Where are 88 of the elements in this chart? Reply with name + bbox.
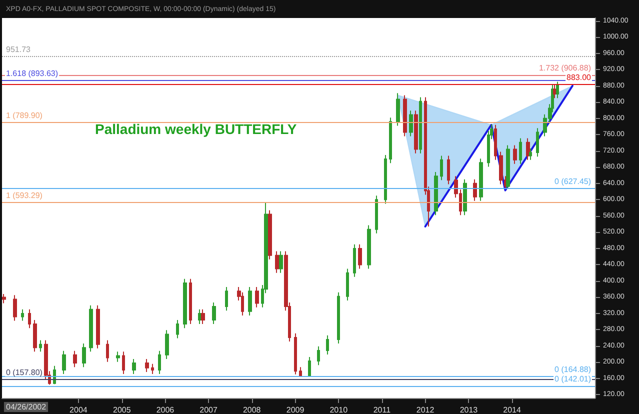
candlestick — [447, 155, 450, 185]
candlestick — [28, 308, 31, 329]
candlestick — [367, 224, 371, 270]
candlestick — [73, 350, 77, 368]
candlestick — [473, 178, 477, 202]
candlestick — [358, 244, 362, 270]
candlestick — [96, 304, 100, 349]
x-tick-label: 2013 — [460, 406, 478, 414]
candlestick — [201, 308, 205, 325]
candlestick — [21, 308, 24, 322]
candlestick — [2, 293, 6, 304]
candlestick — [479, 158, 483, 202]
candlestick — [189, 278, 192, 325]
candlestick — [82, 343, 86, 368]
candlestick — [536, 128, 539, 158]
candlestick — [145, 358, 149, 372]
ref-line-label: 0 (164.88) — [554, 365, 592, 374]
candlestick — [553, 84, 556, 99]
x-tick-label: 2014 — [503, 406, 522, 414]
candlestick — [396, 92, 400, 126]
candlestick — [198, 308, 201, 325]
candlestick — [275, 250, 279, 274]
candlestick — [158, 350, 161, 375]
candlestick — [375, 195, 378, 234]
candlestick — [513, 144, 517, 164]
candlestick — [255, 286, 259, 308]
x-tick-label: 2005 — [112, 406, 132, 414]
candlestick — [529, 148, 532, 160]
candlestick — [346, 268, 349, 301]
candlestick — [419, 96, 422, 154]
ref-line-label: 0 (157.80) — [6, 368, 43, 377]
ref-line-label: 1 (789.90) — [6, 110, 43, 120]
candlestick — [389, 117, 392, 164]
candlestick — [494, 124, 497, 160]
candlestick — [526, 138, 530, 160]
candlestick — [434, 172, 438, 216]
x-tick-label: 2010 — [330, 406, 348, 414]
candlestick — [317, 346, 320, 366]
ref-line-label: 0 (627.45) — [554, 177, 592, 186]
ref-line-label: 1.732 (906.88) — [538, 63, 592, 72]
candlestick — [409, 110, 413, 137]
ref-line-label: 0 (142.01) — [554, 374, 592, 384]
ref-line-label: 1.618 (893.63) — [6, 68, 58, 78]
candlestick — [463, 178, 467, 216]
candlestick — [299, 366, 302, 377]
candlestick — [39, 340, 42, 352]
x-tick-label: 2009 — [286, 406, 305, 414]
candlestick — [384, 154, 387, 204]
ref-line-label: 951.73 — [6, 45, 32, 54]
candlestick — [268, 210, 272, 260]
candlestick — [248, 286, 252, 316]
candlestick — [403, 94, 407, 137]
x-tick-label: 2007 — [200, 406, 218, 414]
x-tick-label: 2011 — [373, 406, 392, 414]
candlestick — [106, 340, 109, 362]
candlestick — [519, 138, 522, 164]
candlestick — [151, 363, 154, 375]
candlestick — [353, 244, 356, 278]
annotation: Palladium weekly BUTTERFLY — [95, 121, 298, 137]
candlestick — [499, 151, 503, 185]
candlestick — [440, 155, 443, 181]
candlestick — [308, 356, 311, 377]
x-tick-label: 2008 — [242, 406, 262, 414]
candlestick — [556, 81, 559, 99]
ref-line-label: 883.00 — [566, 73, 592, 82]
candlestick — [13, 294, 17, 322]
candlestick — [326, 334, 329, 356]
candlestick — [176, 319, 179, 339]
x-tick-label: 2004 — [70, 406, 88, 414]
text: 04/26/2002 — [6, 402, 47, 412]
candlestick — [506, 144, 510, 189]
candlestick — [414, 110, 418, 154]
candlestick — [165, 330, 169, 360]
ref-line-label: 1 (593.29) — [6, 190, 43, 200]
candlestick — [89, 304, 93, 352]
candlestick — [122, 351, 125, 375]
candlestick — [212, 302, 216, 325]
candlestick — [183, 278, 187, 329]
candlestick — [132, 358, 136, 375]
candlestick — [116, 351, 120, 362]
candlestick — [62, 350, 66, 375]
candlestick — [294, 332, 297, 375]
candlestick — [225, 286, 228, 312]
candlestick — [279, 250, 283, 274]
candlestick — [33, 319, 37, 352]
candlestick — [337, 292, 340, 344]
x-tick-label: 2006 — [156, 406, 175, 414]
x-tick-label: 2012 — [416, 406, 435, 414]
